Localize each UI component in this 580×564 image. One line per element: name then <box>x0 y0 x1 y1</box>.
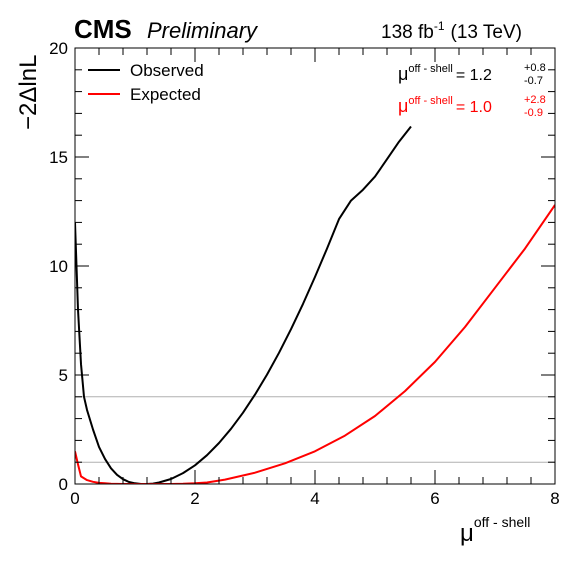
observed-result-value: = 1.2 <box>456 67 492 84</box>
observed-result-plus: +0.8 <box>524 62 546 74</box>
legend-label-expected: Expected <box>130 85 201 104</box>
legend: Observed Expected <box>88 61 204 104</box>
observed-result-label: μoff - shell = 1.2 <box>398 63 492 84</box>
x-tick-label: 6 <box>430 489 439 508</box>
y-tick-label: 5 <box>59 366 68 385</box>
lumi-value: 138 fb <box>381 22 434 43</box>
reference-lines <box>75 396 555 463</box>
legend-label-observed: Observed <box>130 61 204 80</box>
x-tick-label: 0 <box>70 489 79 508</box>
expected-result-minus: -0.9 <box>524 107 543 119</box>
cms-label: CMS <box>74 14 132 44</box>
x-tick-label: 4 <box>310 489 319 508</box>
result-annotations: μoff - shell = 1.2 +0.8 -0.7 μoff - shell… <box>398 62 546 119</box>
luminosity-label: 138 fb-1 (13 TeV) <box>381 19 522 43</box>
expected-result-symbol: μ <box>398 96 408 116</box>
observed-result-superscript: off - shell <box>408 63 452 75</box>
expected-result-superscript: off - shell <box>408 95 452 107</box>
y-tick-label: 0 <box>59 475 68 494</box>
curves <box>75 125 555 484</box>
observed-result-symbol: μ <box>398 64 408 84</box>
observed-result-minus: -0.7 <box>524 75 543 87</box>
axis-ticks <box>74 47 556 485</box>
expected-result-plus: +2.8 <box>524 94 546 106</box>
axis-tick-labels: 0 2 4 6 8 0 5 10 15 20 <box>49 39 560 508</box>
y-tick-label: 15 <box>49 148 68 167</box>
series-line-expected <box>75 204 555 484</box>
expected-result-label: μoff - shell = 1.0 <box>398 95 492 116</box>
lumi-exponent: -1 <box>434 19 445 33</box>
x-tick-label: 2 <box>190 489 199 508</box>
y-tick-label: 10 <box>49 257 68 276</box>
expected-result-value: = 1.0 <box>456 99 492 116</box>
y-tick-label: 20 <box>49 39 68 58</box>
energy-label: (13 TeV) <box>451 22 522 43</box>
x-axis-symbol: μ <box>460 520 474 547</box>
preliminary-label: Preliminary <box>147 18 259 43</box>
x-axis-superscript: off - shell <box>474 514 531 530</box>
y-axis-title: −2ΔlnL <box>15 55 42 130</box>
x-axis-title: μoff - shell <box>460 514 530 547</box>
x-tick-label: 8 <box>550 489 559 508</box>
series-line-observed <box>75 125 412 484</box>
